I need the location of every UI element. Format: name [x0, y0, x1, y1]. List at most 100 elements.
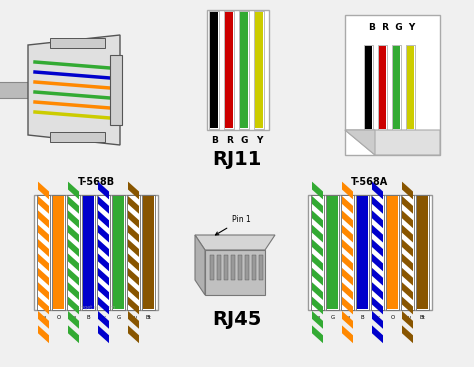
Polygon shape: [38, 196, 49, 214]
Bar: [252, 255, 256, 280]
Bar: [110, 55, 122, 125]
Polygon shape: [195, 235, 205, 295]
Polygon shape: [402, 326, 413, 343]
Bar: [372, 196, 383, 309]
Polygon shape: [98, 268, 109, 286]
Bar: [245, 255, 249, 280]
Polygon shape: [98, 210, 109, 228]
Text: 5: 5: [375, 203, 380, 212]
Polygon shape: [372, 210, 383, 228]
Bar: [82, 195, 95, 310]
Bar: [37, 195, 50, 310]
Polygon shape: [402, 268, 413, 286]
Polygon shape: [342, 239, 353, 257]
Polygon shape: [372, 311, 383, 329]
Text: 6: 6: [390, 203, 395, 212]
Polygon shape: [68, 196, 79, 214]
Bar: [112, 195, 125, 310]
Polygon shape: [372, 182, 383, 199]
Text: Pin 1: Pin 1: [216, 215, 251, 235]
Polygon shape: [402, 225, 413, 243]
Bar: [407, 45, 416, 130]
Text: B/: B/: [375, 315, 380, 320]
Polygon shape: [312, 297, 323, 315]
Text: Bt: Bt: [146, 315, 151, 320]
Polygon shape: [68, 182, 79, 199]
Polygon shape: [205, 250, 265, 295]
Bar: [98, 196, 109, 309]
Text: 4: 4: [86, 203, 91, 212]
Polygon shape: [342, 297, 353, 315]
Polygon shape: [38, 210, 49, 228]
Bar: [128, 196, 139, 309]
Bar: [402, 196, 413, 309]
Polygon shape: [342, 196, 353, 214]
Polygon shape: [342, 282, 353, 300]
Bar: [231, 255, 235, 280]
Polygon shape: [402, 210, 413, 228]
Bar: [408, 46, 414, 129]
Text: O: O: [56, 315, 61, 320]
Text: 6: 6: [116, 203, 121, 212]
Polygon shape: [38, 182, 49, 199]
Bar: [239, 11, 249, 129]
Text: 4: 4: [360, 203, 365, 212]
Bar: [240, 12, 248, 128]
Bar: [356, 195, 369, 310]
Text: 7: 7: [405, 203, 410, 212]
Polygon shape: [372, 254, 383, 271]
Bar: [380, 46, 386, 129]
Polygon shape: [312, 326, 323, 343]
Bar: [365, 46, 373, 129]
Bar: [312, 196, 323, 309]
Bar: [142, 195, 155, 310]
Polygon shape: [372, 239, 383, 257]
Polygon shape: [98, 239, 109, 257]
Polygon shape: [312, 254, 323, 271]
Bar: [50, 132, 105, 142]
Polygon shape: [38, 254, 49, 271]
Polygon shape: [402, 311, 413, 329]
Polygon shape: [342, 225, 353, 243]
Polygon shape: [98, 297, 109, 315]
Polygon shape: [312, 225, 323, 243]
Bar: [97, 195, 110, 310]
Bar: [0, 82, 30, 98]
Polygon shape: [38, 297, 49, 315]
Bar: [255, 12, 264, 128]
Polygon shape: [38, 311, 49, 329]
Text: B: B: [87, 315, 91, 320]
Text: O/: O/: [345, 315, 351, 320]
Polygon shape: [312, 268, 323, 286]
Bar: [143, 196, 154, 309]
Bar: [67, 195, 80, 310]
Bar: [225, 11, 235, 129]
Text: RJ11: RJ11: [212, 150, 262, 169]
Polygon shape: [312, 239, 323, 257]
Text: Bt: Bt: [419, 315, 425, 320]
Bar: [259, 255, 263, 280]
Bar: [308, 195, 432, 310]
Polygon shape: [128, 268, 139, 286]
Text: 1: 1: [41, 203, 46, 212]
Polygon shape: [98, 182, 109, 199]
Polygon shape: [128, 196, 139, 214]
Polygon shape: [28, 35, 120, 145]
Polygon shape: [312, 182, 323, 199]
Bar: [312, 196, 323, 309]
Polygon shape: [38, 239, 49, 257]
Polygon shape: [372, 326, 383, 343]
Bar: [224, 255, 228, 280]
Polygon shape: [402, 282, 413, 300]
Polygon shape: [372, 282, 383, 300]
Bar: [226, 12, 234, 128]
Text: 8: 8: [146, 203, 151, 212]
Polygon shape: [98, 196, 109, 214]
Polygon shape: [342, 311, 353, 329]
Bar: [113, 196, 124, 309]
Polygon shape: [38, 282, 49, 300]
Bar: [210, 11, 219, 129]
Bar: [127, 195, 140, 310]
Text: 3: 3: [71, 203, 76, 212]
Bar: [68, 196, 79, 309]
